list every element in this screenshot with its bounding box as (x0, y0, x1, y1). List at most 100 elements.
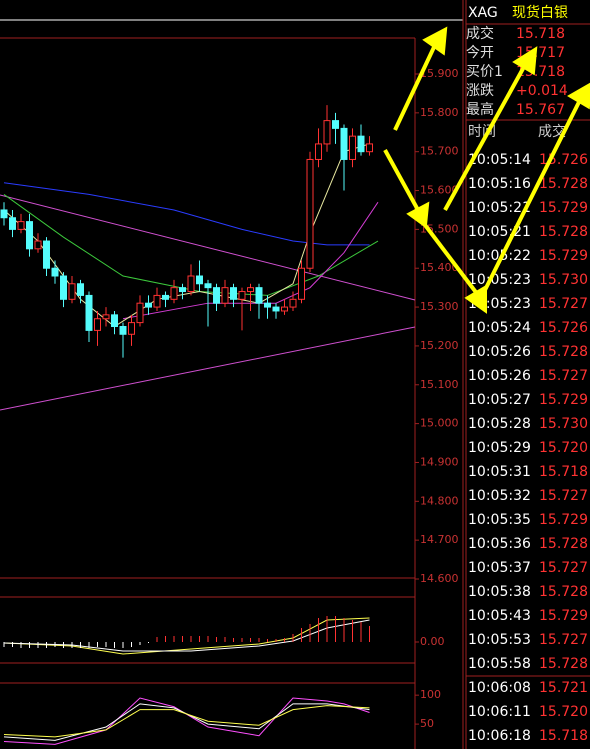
tick-price: 15.727 (539, 632, 588, 648)
tick-time: 10:05:21 (468, 224, 531, 240)
tick-price: 15.727 (539, 560, 588, 576)
candle-body (170, 287, 178, 300)
indicator-line (3, 143, 370, 328)
tick-time: 10:05:26 (468, 344, 531, 360)
y-tick-label: 15.400 (420, 261, 459, 274)
tick-time: 10:05:28 (468, 416, 531, 432)
y-tick-label: 14.600 (420, 572, 459, 585)
candle-body (111, 314, 118, 328)
indicator-line (3, 617, 370, 655)
candle-body (119, 326, 127, 335)
candle-body (332, 120, 339, 129)
candle-body (153, 294, 161, 308)
candle-body (298, 267, 305, 300)
y-tick-label: 0.00 (420, 635, 445, 648)
candle-body (187, 275, 195, 293)
candle-body (238, 291, 246, 300)
candle-body (102, 314, 110, 320)
candle-body (26, 221, 33, 250)
tick-time: 10:05:38 (468, 584, 531, 600)
tick-time: 10:05:21 (468, 200, 531, 216)
tick-price: 15.730 (539, 272, 588, 288)
tick-time: 10:05:36 (468, 536, 531, 552)
tick-price: 15.721 (539, 680, 588, 696)
indicator-line (3, 705, 370, 738)
tick-time: 10:05:22 (468, 248, 531, 264)
candle-body (281, 306, 288, 312)
candle-body (94, 318, 101, 331)
candle-body (255, 287, 263, 304)
candle-body (272, 306, 280, 312)
tick-price: 15.727 (539, 488, 588, 504)
candle-body (221, 287, 229, 304)
tick-time: 10:05:58 (468, 656, 531, 672)
indicator-line (3, 619, 370, 652)
tick-price: 15.720 (539, 440, 588, 456)
tick-price: 15.726 (539, 320, 588, 336)
y-tick-label: 50 (420, 717, 434, 730)
candle-body (162, 294, 169, 300)
tick-time: 10:05:24 (468, 320, 531, 336)
candle-body (68, 283, 76, 300)
candle-body (60, 275, 67, 300)
tick-price: 15.728 (539, 344, 588, 360)
candle-body (128, 322, 135, 335)
tick-price: 15.729 (539, 200, 588, 216)
candle-body (323, 120, 331, 145)
tick-price: 15.718 (539, 728, 588, 744)
tick-time: 10:05:32 (468, 488, 531, 504)
tick-time: 10:05:35 (468, 512, 531, 528)
candle-body (247, 287, 254, 293)
candle-body (315, 143, 322, 160)
col-header: 成交 (538, 123, 566, 140)
indicator-line (3, 697, 370, 745)
symbol: XAG (468, 5, 498, 21)
y-tick-label: 100 (420, 688, 441, 701)
candle-body (17, 221, 25, 230)
quote-label: 涨跌 (466, 83, 494, 99)
candle-body (366, 143, 373, 153)
candle-body (357, 135, 365, 153)
tick-price: 15.727 (539, 296, 588, 312)
tick-time: 10:06:18 (468, 728, 531, 744)
candle-body (196, 275, 203, 285)
candle-body (43, 240, 50, 269)
candle-body (77, 283, 84, 296)
y-tick-label: 15.100 (420, 378, 459, 391)
y-tick-label: 14.700 (420, 533, 459, 546)
trend-line (0, 326, 416, 411)
tick-time: 10:05:43 (468, 608, 531, 624)
y-tick-label: 15.700 (420, 145, 459, 158)
candle-body (179, 287, 186, 293)
tick-time: 10:05:26 (468, 368, 531, 384)
symbol-name: 现货白银 (512, 4, 568, 21)
tick-time: 10:05:27 (468, 392, 531, 408)
quote-label: 成交 (466, 25, 494, 42)
y-tick-label: 15.800 (420, 106, 459, 119)
tick-price: 15.728 (539, 536, 588, 552)
tick-price: 15.729 (539, 512, 588, 528)
candle-body (289, 298, 297, 308)
tick-time: 10:06:08 (468, 680, 531, 696)
quote-value: 15.718 (516, 26, 565, 42)
quote-label: 最高 (466, 101, 494, 118)
y-tick-label: 15.000 (420, 417, 459, 430)
candle-body (230, 287, 237, 300)
tick-price: 15.728 (539, 656, 588, 672)
y-tick-label: 14.800 (420, 494, 459, 507)
tick-price: 15.718 (539, 464, 588, 480)
candle-body (349, 135, 356, 160)
tick-time: 10:05:37 (468, 560, 531, 576)
tick-price: 15.728 (539, 176, 588, 192)
candle-body (0, 209, 8, 219)
candle-body (51, 267, 59, 277)
quote-value: +0.014 (516, 83, 568, 99)
indicator-line (3, 182, 370, 246)
y-tick-label: 15.900 (420, 67, 459, 80)
trend-line (0, 194, 416, 301)
quote-label: 买价1 (466, 64, 503, 80)
tick-price: 15.728 (539, 584, 588, 600)
tick-price: 15.728 (539, 224, 588, 240)
candle-body (213, 287, 220, 304)
